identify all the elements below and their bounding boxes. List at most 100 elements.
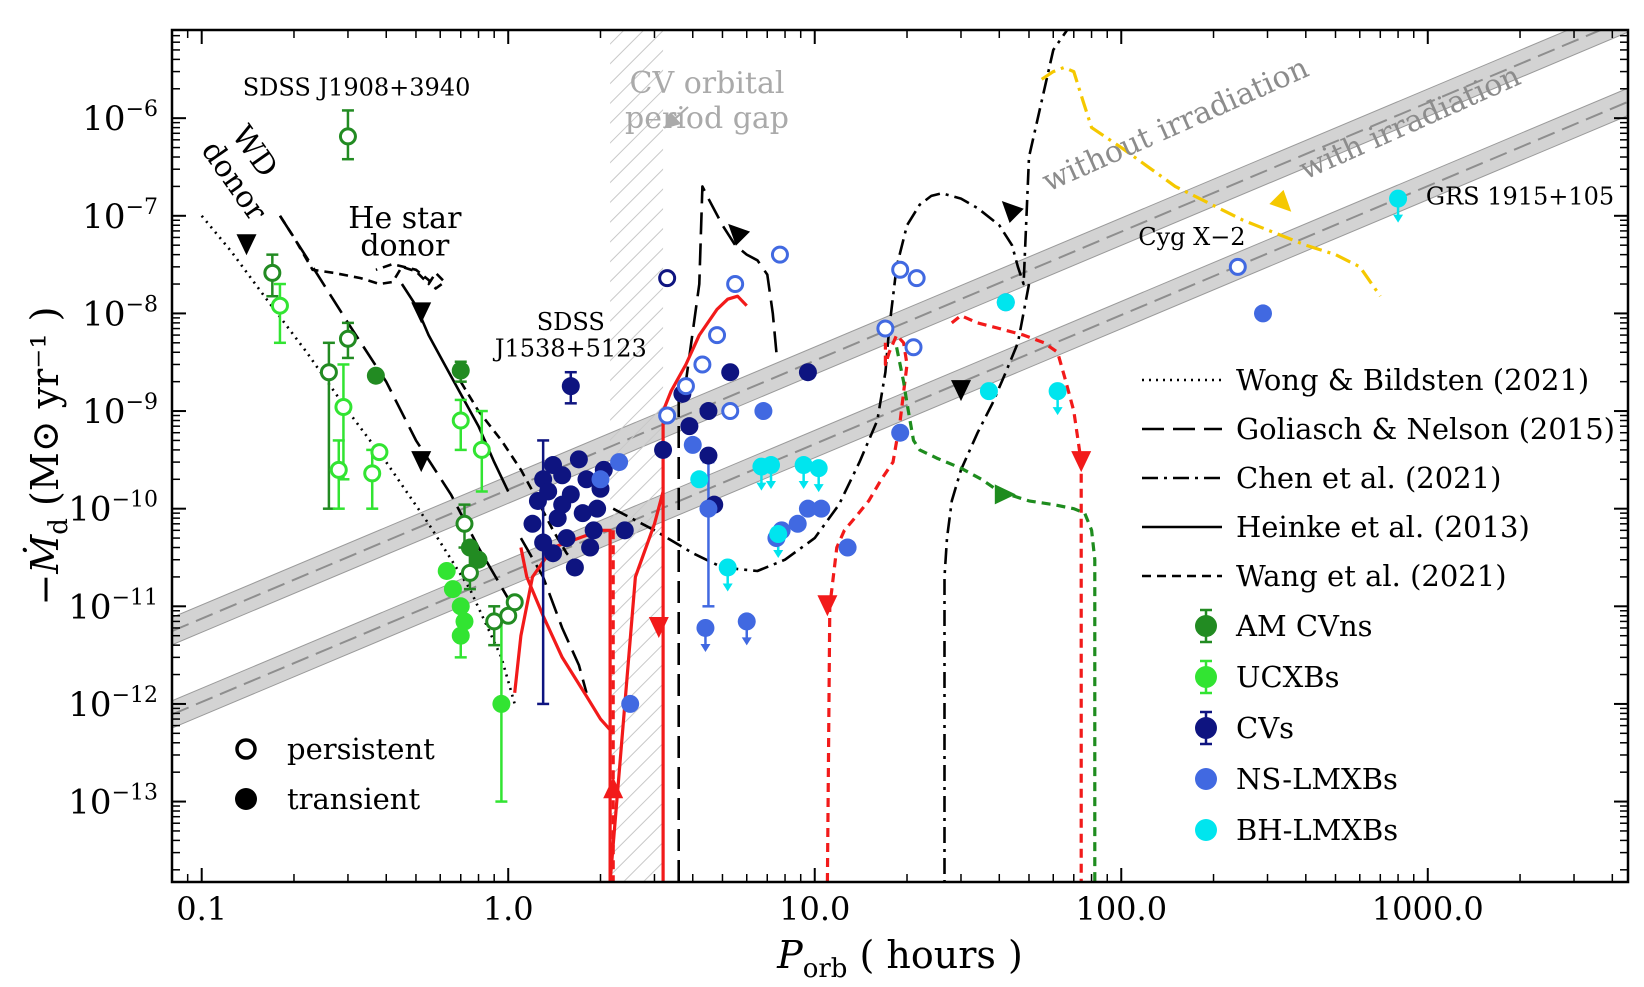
point-cvs-1 xyxy=(658,269,677,288)
point-ns-lmxbs-0 xyxy=(770,245,789,264)
legend-marker-1 xyxy=(1195,666,1217,688)
point-ns-lmxbs-19 xyxy=(798,499,817,518)
point-ucxbs-10 xyxy=(451,626,470,645)
ytick-base: 10 xyxy=(68,685,111,725)
legend-line-label-0: Wong & Bildsten (2021) xyxy=(1236,363,1589,397)
point-ns-lmxbs-17 xyxy=(683,435,702,454)
band-center-line-0 xyxy=(172,30,1604,633)
ytick-label-7: 10−6 xyxy=(82,97,158,139)
period-gap-label-line1: CV orbital xyxy=(630,66,785,101)
legend-line-label-3: Heinke et al. (2013) xyxy=(1236,510,1530,544)
point-ns-lmxbs-1 xyxy=(726,275,745,294)
point-bh-lmxbs-9 xyxy=(769,525,788,544)
legend-marker-label-4: BH-LMXBs xyxy=(1236,813,1398,847)
point-ucxbs-1 xyxy=(334,398,353,417)
track-arrow-7 xyxy=(603,777,624,799)
band-0 xyxy=(172,30,1628,646)
ytick-exponent: −12 xyxy=(112,683,158,708)
point-ucxbs-7 xyxy=(437,561,456,580)
point-ucxbs-4 xyxy=(370,443,389,462)
marker-legend-symbol-1 xyxy=(235,788,257,810)
ytick-base: 10 xyxy=(82,294,125,334)
legend-marker-0 xyxy=(1195,615,1217,637)
point-cvs-24 xyxy=(523,514,542,533)
xtick-label-1: 1.0 xyxy=(483,890,534,928)
xtick-label-2: 10.0 xyxy=(779,890,850,928)
y-label-rest: (M⊙ yr⁻¹ ) xyxy=(23,307,67,519)
point-am-cvns-8 xyxy=(469,550,488,569)
marker-legend-symbol-0 xyxy=(235,738,257,760)
ytick-label-5: 10−8 xyxy=(82,292,158,334)
track-arrow-10 xyxy=(994,484,1016,505)
upperlimit-head-4-0 xyxy=(1393,214,1404,223)
point-ns-lmxbs-10 xyxy=(904,338,923,357)
point-ns-lmxbs-26 xyxy=(621,694,640,713)
track-11 xyxy=(661,294,748,882)
upperlimit-head-4-7 xyxy=(813,484,824,493)
point-ns-lmxbs-28 xyxy=(737,612,756,631)
point-ns-lmxbs-15 xyxy=(610,453,629,472)
point-cvs-22 xyxy=(584,521,603,540)
point-am-cvns-11 xyxy=(505,593,524,612)
point-ns-lmxbs-12 xyxy=(1253,304,1272,323)
ytick-exponent: −7 xyxy=(126,195,158,220)
point-ns-lmxbs-25 xyxy=(891,423,910,442)
evolution-tracks xyxy=(200,30,1382,882)
band-center-line-1 xyxy=(172,100,1628,716)
annotation-8: GRS 1915+105 xyxy=(1426,183,1614,211)
point-cvs-13 xyxy=(539,482,558,501)
track-arrow-2 xyxy=(411,451,432,473)
ytick-exponent: −11 xyxy=(112,585,158,610)
ytick-label-0: 10−13 xyxy=(68,781,158,823)
marker-type-legend: persistent transient xyxy=(235,732,435,816)
track-1 xyxy=(278,215,510,600)
point-cvs-20 xyxy=(573,504,592,523)
legend-marker-3 xyxy=(1195,768,1217,790)
period-gap-pointer xyxy=(664,106,689,129)
track-3 xyxy=(278,215,446,290)
ytick-exponent: −10 xyxy=(112,488,158,513)
point-ns-lmxbs-6 xyxy=(721,402,740,421)
upperlimit-head-4-3 xyxy=(1052,407,1063,416)
track-arrow-5 xyxy=(1001,201,1024,223)
legend-marker-label-1: UCXBs xyxy=(1236,660,1339,694)
ytick-label-1: 10−12 xyxy=(68,683,158,725)
point-ns-lmxbs-8 xyxy=(891,260,910,279)
legend-marker-label-2: CVs xyxy=(1236,711,1294,745)
track-16 xyxy=(895,346,1097,882)
point-am-cvns-5 xyxy=(451,361,470,380)
ytick-label-6: 10−7 xyxy=(82,195,158,237)
track-14 xyxy=(825,333,909,882)
point-cvs-16 xyxy=(553,466,572,485)
point-cvs-0 xyxy=(561,377,580,396)
point-am-cvns-12 xyxy=(460,563,479,582)
track-arrow-1 xyxy=(411,302,432,324)
annotation-7: Cyg X−2 xyxy=(1138,223,1245,251)
point-cvs-21 xyxy=(577,470,596,489)
point-ucxbs-3 xyxy=(363,464,382,483)
ytick-exponent: −9 xyxy=(126,390,158,415)
upperlimit-head-4-9 xyxy=(773,550,784,559)
point-am-cvns-4 xyxy=(366,366,385,385)
point-ucxbs-2 xyxy=(329,460,348,479)
point-bh-lmxbs-8 xyxy=(718,558,737,577)
point-cvs-6 xyxy=(699,402,718,421)
ytick-label-3: 10−10 xyxy=(68,488,158,530)
point-ns-lmxbs-21 xyxy=(788,514,807,533)
point-cvs-4 xyxy=(798,363,817,382)
ytick-base: 10 xyxy=(82,392,125,432)
track-9 xyxy=(1040,65,1382,298)
point-cvs-17 xyxy=(557,529,576,548)
data-points xyxy=(263,127,1408,713)
point-cvs-15 xyxy=(548,509,567,528)
point-am-cvns-6 xyxy=(455,514,474,533)
track-6 xyxy=(519,537,588,694)
track-arrow-11 xyxy=(1269,189,1292,212)
point-am-cvns-3 xyxy=(319,363,338,382)
point-ns-lmxbs-4 xyxy=(676,377,695,396)
plot-frame xyxy=(170,28,1630,884)
legend-marker-label-3: NS-LMXBs xyxy=(1236,762,1398,796)
track-arrow-8 xyxy=(817,595,838,617)
xtick-label-0: 0.1 xyxy=(176,890,227,928)
